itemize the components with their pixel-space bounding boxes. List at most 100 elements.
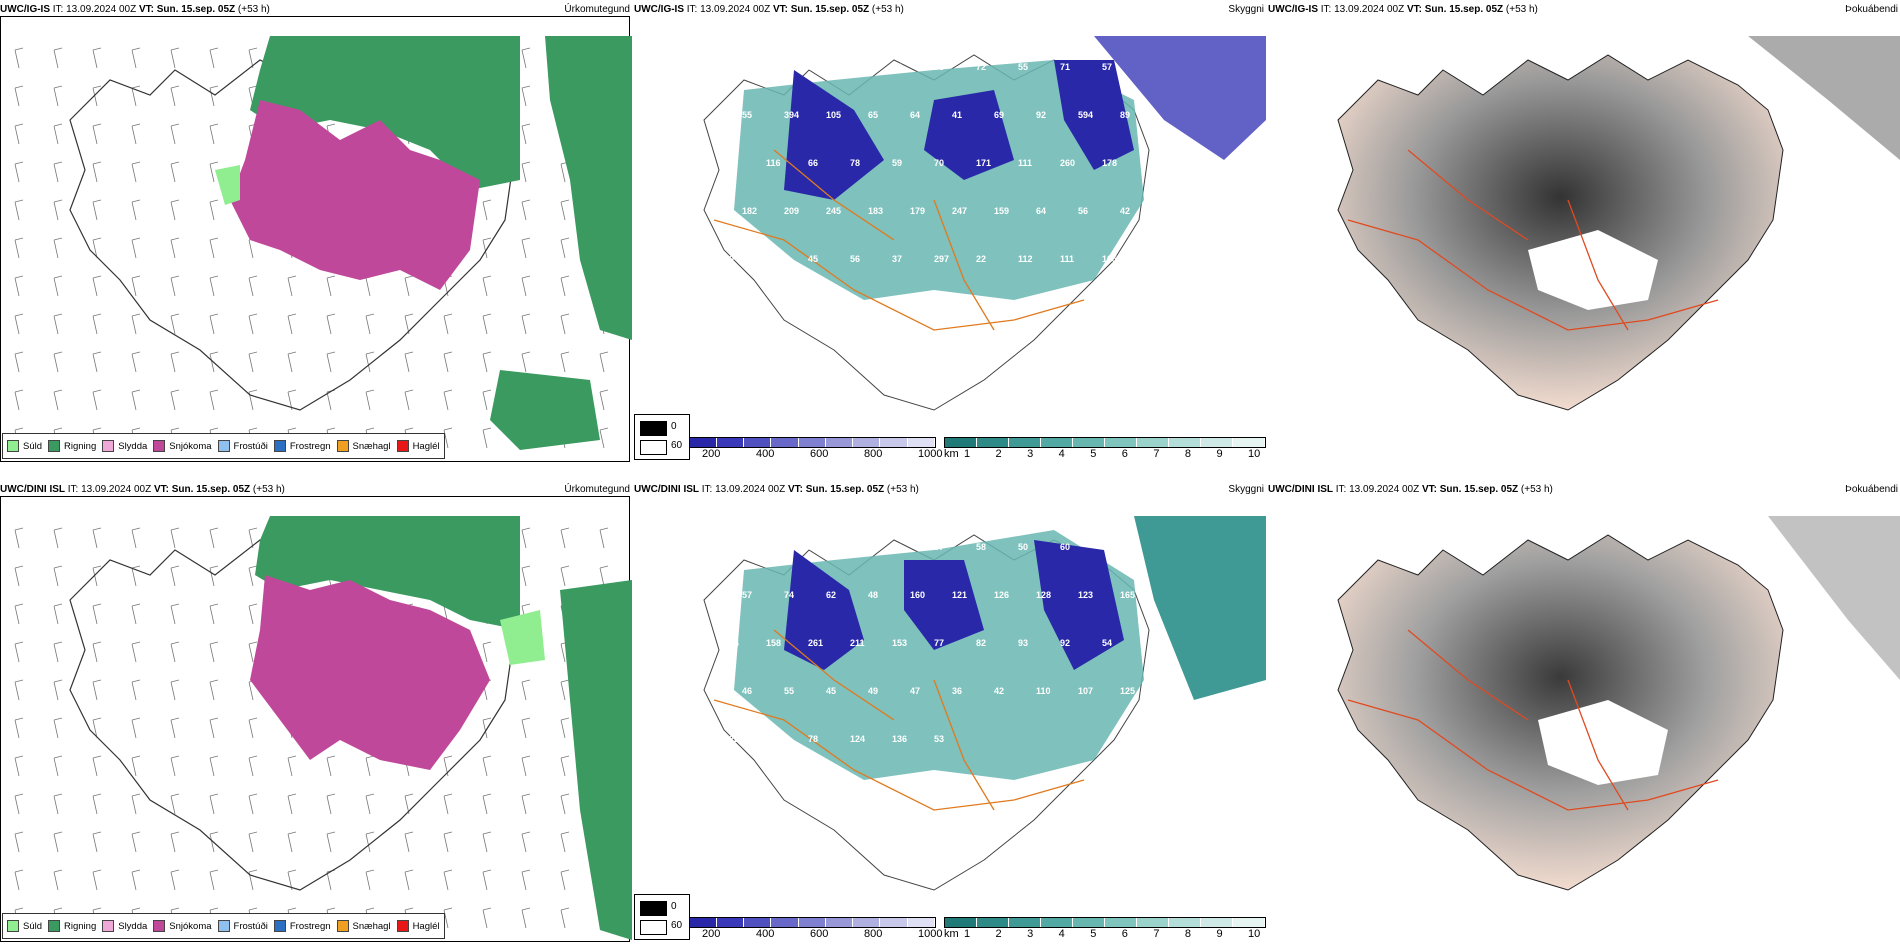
- visibility-value: 171: [976, 158, 991, 168]
- visibility-value: 87: [934, 542, 944, 552]
- wind-barb: [131, 275, 141, 297]
- fog-legend-row1: 0 60: [634, 414, 690, 460]
- wind-barb: [14, 199, 24, 221]
- wind-barb: [209, 47, 219, 69]
- visibility-value: 158: [766, 638, 781, 648]
- colorbar-tick: 5: [1090, 928, 1097, 940]
- lead-time: (+53 h): [237, 4, 270, 15]
- colorbar-tick: 1: [964, 928, 971, 940]
- wind-barb: [560, 237, 570, 259]
- wind-barb: [131, 717, 141, 739]
- wind-barb: [92, 793, 102, 815]
- wind-barb: [521, 907, 531, 929]
- snow-area: [230, 100, 480, 290]
- wind-barb: [170, 831, 180, 853]
- visibility-value: 49: [868, 686, 878, 696]
- low-vis-blue: [784, 540, 1124, 670]
- wind-barb: [14, 85, 24, 107]
- visibility-value: 92: [1060, 638, 1070, 648]
- wind-barb: [209, 565, 219, 587]
- wind-barb: [92, 313, 102, 335]
- wind-barb: [482, 427, 492, 449]
- low-vis-blue: [784, 60, 1134, 200]
- wind-barb: [14, 313, 24, 335]
- wind-barb: [209, 237, 219, 259]
- wind-barb: [53, 679, 63, 701]
- wind-barb: [92, 351, 102, 373]
- wind-barb: [248, 717, 258, 739]
- wind-barb: [53, 275, 63, 297]
- panel-title: Skyggni: [1228, 4, 1264, 15]
- wind-barb: [131, 85, 141, 107]
- fog-label-0: 0: [671, 421, 677, 432]
- wind-barb: [170, 351, 180, 373]
- wind-barb: [170, 869, 180, 891]
- wind-barb: [170, 755, 180, 777]
- colorbar-tick: 600: [810, 928, 829, 940]
- wind-barb: [14, 717, 24, 739]
- fog-panel-row2: UWC/DINI ISL IT: 13.09.2024 00Z VT: Sun.…: [1268, 480, 1900, 950]
- legend-item: Rigning: [48, 920, 96, 932]
- iceland-coastline: [1337, 534, 1784, 891]
- colorbar-tick: 3: [1027, 928, 1034, 940]
- wind-barb: [53, 237, 63, 259]
- wind-barb: [560, 565, 570, 587]
- rain-area-east: [545, 36, 632, 340]
- wind-barb: [209, 793, 219, 815]
- colorbar-tick: 4: [1058, 928, 1065, 940]
- wind-barb: [92, 831, 102, 853]
- visibility-value: 56: [1078, 206, 1088, 216]
- wind-barb: [287, 275, 297, 297]
- wind-barb: [248, 275, 258, 297]
- visibility-value: 92: [1036, 110, 1046, 120]
- wind-barb: [404, 869, 414, 891]
- visibility-value: 68: [892, 62, 902, 72]
- wind-barb: [248, 641, 258, 663]
- wind-barb: [53, 313, 63, 335]
- legend-item: Haglél: [396, 920, 440, 932]
- visibility-value: 50: [766, 254, 776, 264]
- visibility-value: 211: [850, 638, 865, 648]
- visibility-value: 65: [850, 542, 860, 552]
- wind-barb: [170, 565, 180, 587]
- wind-barb: [92, 161, 102, 183]
- wind-barb: [170, 237, 180, 259]
- fog-legend-row2: 0 60: [634, 894, 690, 940]
- wind-barb: [287, 793, 297, 815]
- visibility-value: 71: [1060, 62, 1070, 72]
- visibility-value: 37: [892, 254, 902, 264]
- visibility-colorbar-km: km 1 2 3 4 5 6 7 8 9 10: [944, 437, 1266, 465]
- legend-label: Súld: [23, 440, 43, 452]
- wind-barb: [170, 389, 180, 411]
- wind-barb: [248, 831, 258, 853]
- wind-barb: [170, 679, 180, 701]
- visibility-value: 69: [994, 110, 1004, 120]
- wind-barb: [14, 641, 24, 663]
- visibility-value: 105: [742, 302, 757, 312]
- visibility-value: 165: [1120, 590, 1135, 600]
- precip-legend: Súld Rigning Slydda Snjókoma Frostúði Frostre…: [2, 433, 445, 459]
- visibility-map: 65 54 63 65 79 87 58 50 60 47 57 74 62 48 160 121 126 128…: [703, 516, 1266, 891]
- snow-area: [250, 575, 490, 770]
- fog-label-60: 60: [671, 440, 683, 451]
- wind-barb: [209, 679, 219, 701]
- colorbar-tick: 800: [864, 448, 883, 460]
- wind-barb: [209, 351, 219, 373]
- wind-barb: [53, 603, 63, 625]
- lead-time: (+53 h): [1505, 4, 1538, 15]
- lead-time: (+53 h): [886, 484, 919, 495]
- road-network: [713, 149, 1085, 331]
- fog-swatch-black: [640, 421, 667, 436]
- colorbar-tick: 3: [1027, 448, 1034, 460]
- wind-barb: [53, 755, 63, 777]
- visibility-value: 66: [808, 158, 818, 168]
- wind-barb: [209, 389, 219, 411]
- legend-swatch: [48, 440, 61, 452]
- wind-barb: [14, 755, 24, 777]
- wind-barb: [521, 679, 531, 701]
- legend-item: Súld: [7, 920, 42, 932]
- wind-barb: [404, 351, 414, 373]
- wind-barb: [92, 389, 102, 411]
- fog-map: [1337, 36, 1900, 411]
- visibility-value: 47: [1102, 542, 1112, 552]
